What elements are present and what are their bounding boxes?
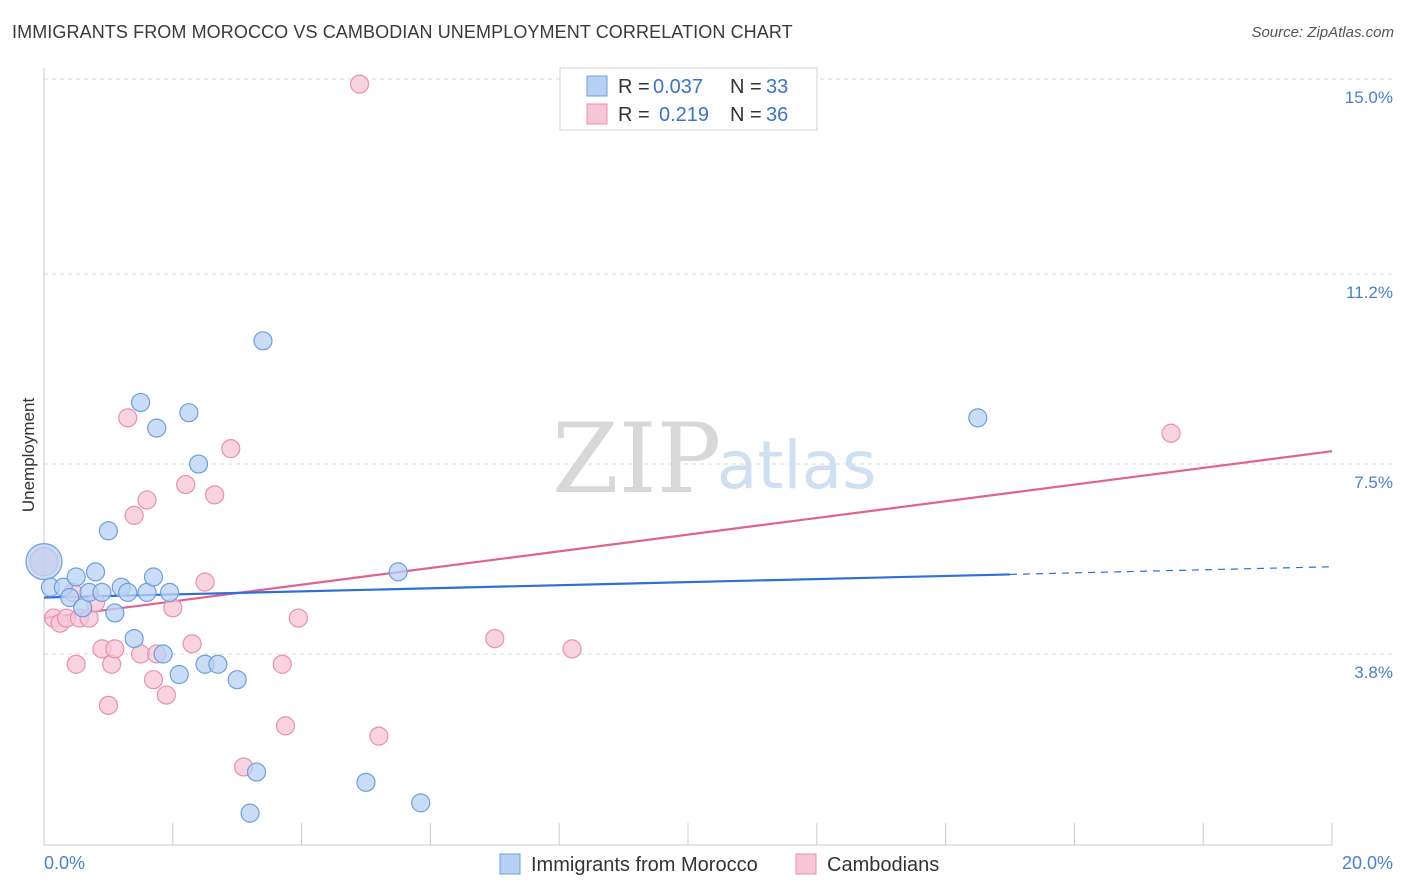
trend-line-morocco — [43, 573, 1011, 599]
data-point-morocco — [208, 654, 228, 674]
gridlines — [44, 78, 1392, 655]
data-point-morocco — [147, 418, 167, 438]
bottom-legend-label-morocco: Immigrants from Morocco — [531, 854, 758, 876]
data-point-morocco — [124, 628, 144, 649]
source-label: Source: ZipAtlas.com — [1251, 24, 1394, 41]
legend-n-label-2: N = — [730, 104, 762, 126]
data-point-morocco — [240, 803, 260, 823]
data-point-morocco — [159, 582, 180, 602]
y-tick-labels: 3.8% 7.5% 11.2% 15.0% — [1345, 88, 1393, 682]
data-point-morocco — [388, 562, 408, 582]
trend-lines — [43, 450, 1333, 620]
data-point-cambodians — [288, 608, 308, 628]
data-point-cambodians — [163, 598, 183, 618]
data-point-cambodians — [275, 716, 296, 736]
data-point-cambodians — [1161, 423, 1181, 443]
legend-r-value-2: 0.219 — [659, 104, 709, 126]
data-point-morocco — [356, 772, 376, 792]
data-point-cambodians — [156, 685, 176, 705]
data-point-morocco — [105, 603, 125, 623]
data-point-morocco — [188, 454, 209, 474]
legend-n-label-1: N = — [730, 76, 762, 98]
data-point-morocco — [179, 403, 199, 423]
data-point-morocco — [143, 567, 164, 587]
watermark: ZIP atlas — [552, 403, 877, 515]
watermark-atlas: atlas — [717, 427, 877, 504]
data-point-cambodians — [66, 654, 86, 674]
data-point-morocco — [92, 582, 112, 602]
data-point-cambodians — [349, 74, 370, 94]
legend-r-label-2: R = — [618, 104, 650, 126]
x-ticks — [43, 823, 1333, 845]
data-point-cambodians — [102, 654, 122, 674]
data-point-morocco — [118, 582, 138, 602]
series-morocco-points — [25, 331, 988, 823]
legend-r-label-1: R = — [618, 76, 650, 98]
y-axis-label: Unemployment — [19, 398, 38, 513]
legend-swatch-pink — [586, 103, 608, 125]
data-point-cambodians — [485, 628, 505, 649]
trend-line-morocco-extension — [1009, 566, 1333, 576]
data-point-morocco — [131, 392, 151, 413]
data-point-cambodians — [369, 726, 389, 746]
data-point-morocco — [60, 587, 80, 608]
data-point-cambodians — [137, 490, 157, 510]
legend-n-value-2: 36 — [766, 104, 788, 126]
data-point-morocco — [411, 793, 431, 813]
data-point-morocco — [227, 670, 247, 690]
data-point-morocco — [253, 331, 273, 351]
y-tick-label: 3.8% — [1354, 663, 1393, 682]
bottom-legend: Immigrants from Morocco Cambodians — [499, 853, 939, 876]
trend-line-cambodians — [43, 450, 1333, 620]
data-point-cambodians — [221, 439, 241, 459]
data-point-morocco — [169, 664, 189, 685]
data-point-morocco — [246, 762, 267, 782]
data-point-cambodians — [143, 670, 164, 690]
data-point-morocco — [153, 644, 173, 664]
data-point-morocco — [25, 542, 63, 581]
data-point-cambodians — [562, 639, 582, 659]
data-point-cambodians — [124, 505, 144, 525]
bottom-legend-swatch-pink — [795, 853, 817, 875]
data-point-cambodians — [118, 408, 138, 428]
x-tick-label-min: 0.0% — [44, 853, 85, 873]
legend-box: R = 0.037 N = 33 R = 0.219 N = 36 — [559, 67, 818, 131]
legend-r-value-1: 0.037 — [653, 76, 703, 98]
chart-title: IMMIGRANTS FROM MOROCCO VS CAMBODIAN UNE… — [12, 22, 793, 42]
data-point-cambodians — [205, 485, 225, 505]
y-tick-label: 11.2% — [1346, 283, 1393, 302]
y-tick-label: 7.5% — [1354, 473, 1393, 492]
watermark-zip: ZIP — [552, 403, 721, 515]
data-point-cambodians — [195, 572, 215, 592]
data-point-cambodians — [272, 654, 292, 674]
legend-swatch-blue — [586, 75, 608, 97]
data-point-morocco — [66, 567, 86, 587]
data-point-morocco — [968, 408, 988, 428]
data-point-cambodians — [105, 639, 125, 659]
x-tick-label-max: 20.0% — [1342, 853, 1393, 873]
data-point-cambodians — [176, 474, 196, 495]
data-point-cambodians — [182, 634, 202, 654]
data-point-cambodians — [98, 695, 119, 715]
y-tick-label: 15.0% — [1345, 88, 1393, 107]
legend-n-value-1: 33 — [766, 76, 788, 98]
bottom-legend-label-cambodians: Cambodians — [827, 854, 939, 876]
data-point-morocco — [98, 521, 119, 541]
bottom-legend-swatch-blue — [499, 853, 521, 875]
data-point-morocco — [85, 562, 106, 582]
